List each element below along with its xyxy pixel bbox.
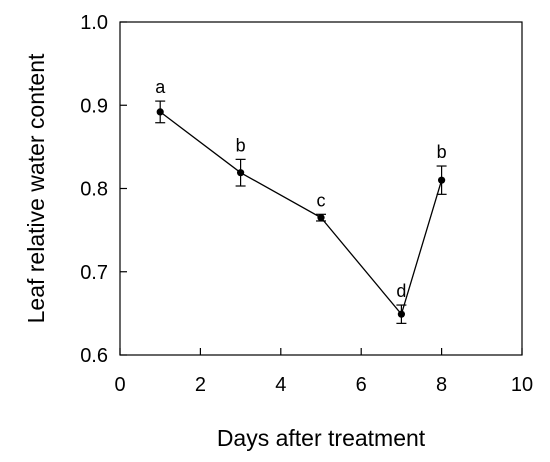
- x-tick-label: 10: [511, 374, 533, 396]
- x-tick-label: 6: [356, 374, 367, 396]
- y-tick-label: 1.0: [80, 12, 108, 34]
- x-tick-label: 4: [275, 374, 286, 396]
- x-tick-label: 2: [195, 374, 206, 396]
- significance-label: b: [437, 142, 447, 162]
- significance-label: c: [317, 190, 326, 210]
- y-tick-label: 0.7: [80, 262, 108, 284]
- data-point: [237, 169, 245, 177]
- x-tick-label: 0: [114, 374, 125, 396]
- y-tick-label: 0.6: [80, 345, 108, 367]
- y-axis-title: Leaf relative water content: [23, 53, 49, 323]
- data-point: [397, 310, 405, 318]
- y-tick-label: 0.9: [80, 95, 108, 117]
- significance-label: a: [155, 77, 166, 97]
- axes: [119, 21, 523, 356]
- x-axis-title: Days after treatment: [217, 425, 426, 451]
- ticks: 0 2 4 6 8 10 0.6 0.7 0.8 0.9 1.0: [80, 12, 533, 396]
- plot-frame: [119, 21, 523, 356]
- significance-label: b: [236, 135, 246, 155]
- data-point: [317, 214, 325, 222]
- y-tick-label: 0.8: [80, 179, 108, 201]
- data-point: [156, 108, 164, 116]
- data-point: [438, 176, 446, 184]
- x-tick-label: 8: [436, 374, 447, 396]
- significance-label: d: [396, 281, 406, 301]
- data-series: a b c d b: [155, 77, 447, 324]
